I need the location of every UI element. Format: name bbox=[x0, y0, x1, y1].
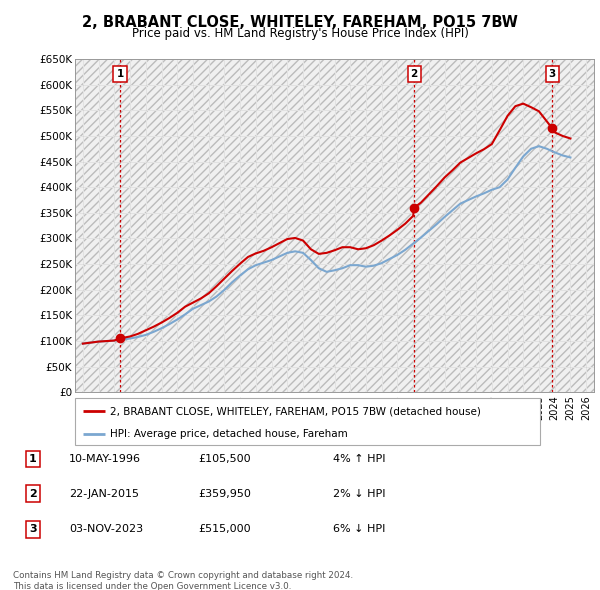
Text: 6% ↓ HPI: 6% ↓ HPI bbox=[333, 525, 385, 534]
Text: 1: 1 bbox=[116, 69, 124, 79]
Text: £359,950: £359,950 bbox=[198, 489, 251, 499]
Text: £515,000: £515,000 bbox=[198, 525, 251, 534]
Text: 22-JAN-2015: 22-JAN-2015 bbox=[69, 489, 139, 499]
Text: 10-MAY-1996: 10-MAY-1996 bbox=[69, 454, 141, 464]
Text: HPI: Average price, detached house, Fareham: HPI: Average price, detached house, Fare… bbox=[110, 429, 347, 438]
Text: 2% ↓ HPI: 2% ↓ HPI bbox=[333, 489, 386, 499]
Text: 3: 3 bbox=[29, 525, 37, 534]
Text: £105,500: £105,500 bbox=[198, 454, 251, 464]
Text: 2: 2 bbox=[410, 69, 418, 79]
Text: 1: 1 bbox=[29, 454, 37, 464]
Text: 3: 3 bbox=[548, 69, 556, 79]
Text: 2, BRABANT CLOSE, WHITELEY, FAREHAM, PO15 7BW: 2, BRABANT CLOSE, WHITELEY, FAREHAM, PO1… bbox=[82, 15, 518, 30]
Text: Contains HM Land Registry data © Crown copyright and database right 2024.
This d: Contains HM Land Registry data © Crown c… bbox=[13, 571, 353, 590]
Text: Price paid vs. HM Land Registry's House Price Index (HPI): Price paid vs. HM Land Registry's House … bbox=[131, 27, 469, 40]
Text: 4% ↑ HPI: 4% ↑ HPI bbox=[333, 454, 386, 464]
Text: 2, BRABANT CLOSE, WHITELEY, FAREHAM, PO15 7BW (detached house): 2, BRABANT CLOSE, WHITELEY, FAREHAM, PO1… bbox=[110, 407, 481, 417]
Text: 2: 2 bbox=[29, 489, 37, 499]
Text: 03-NOV-2023: 03-NOV-2023 bbox=[69, 525, 143, 534]
